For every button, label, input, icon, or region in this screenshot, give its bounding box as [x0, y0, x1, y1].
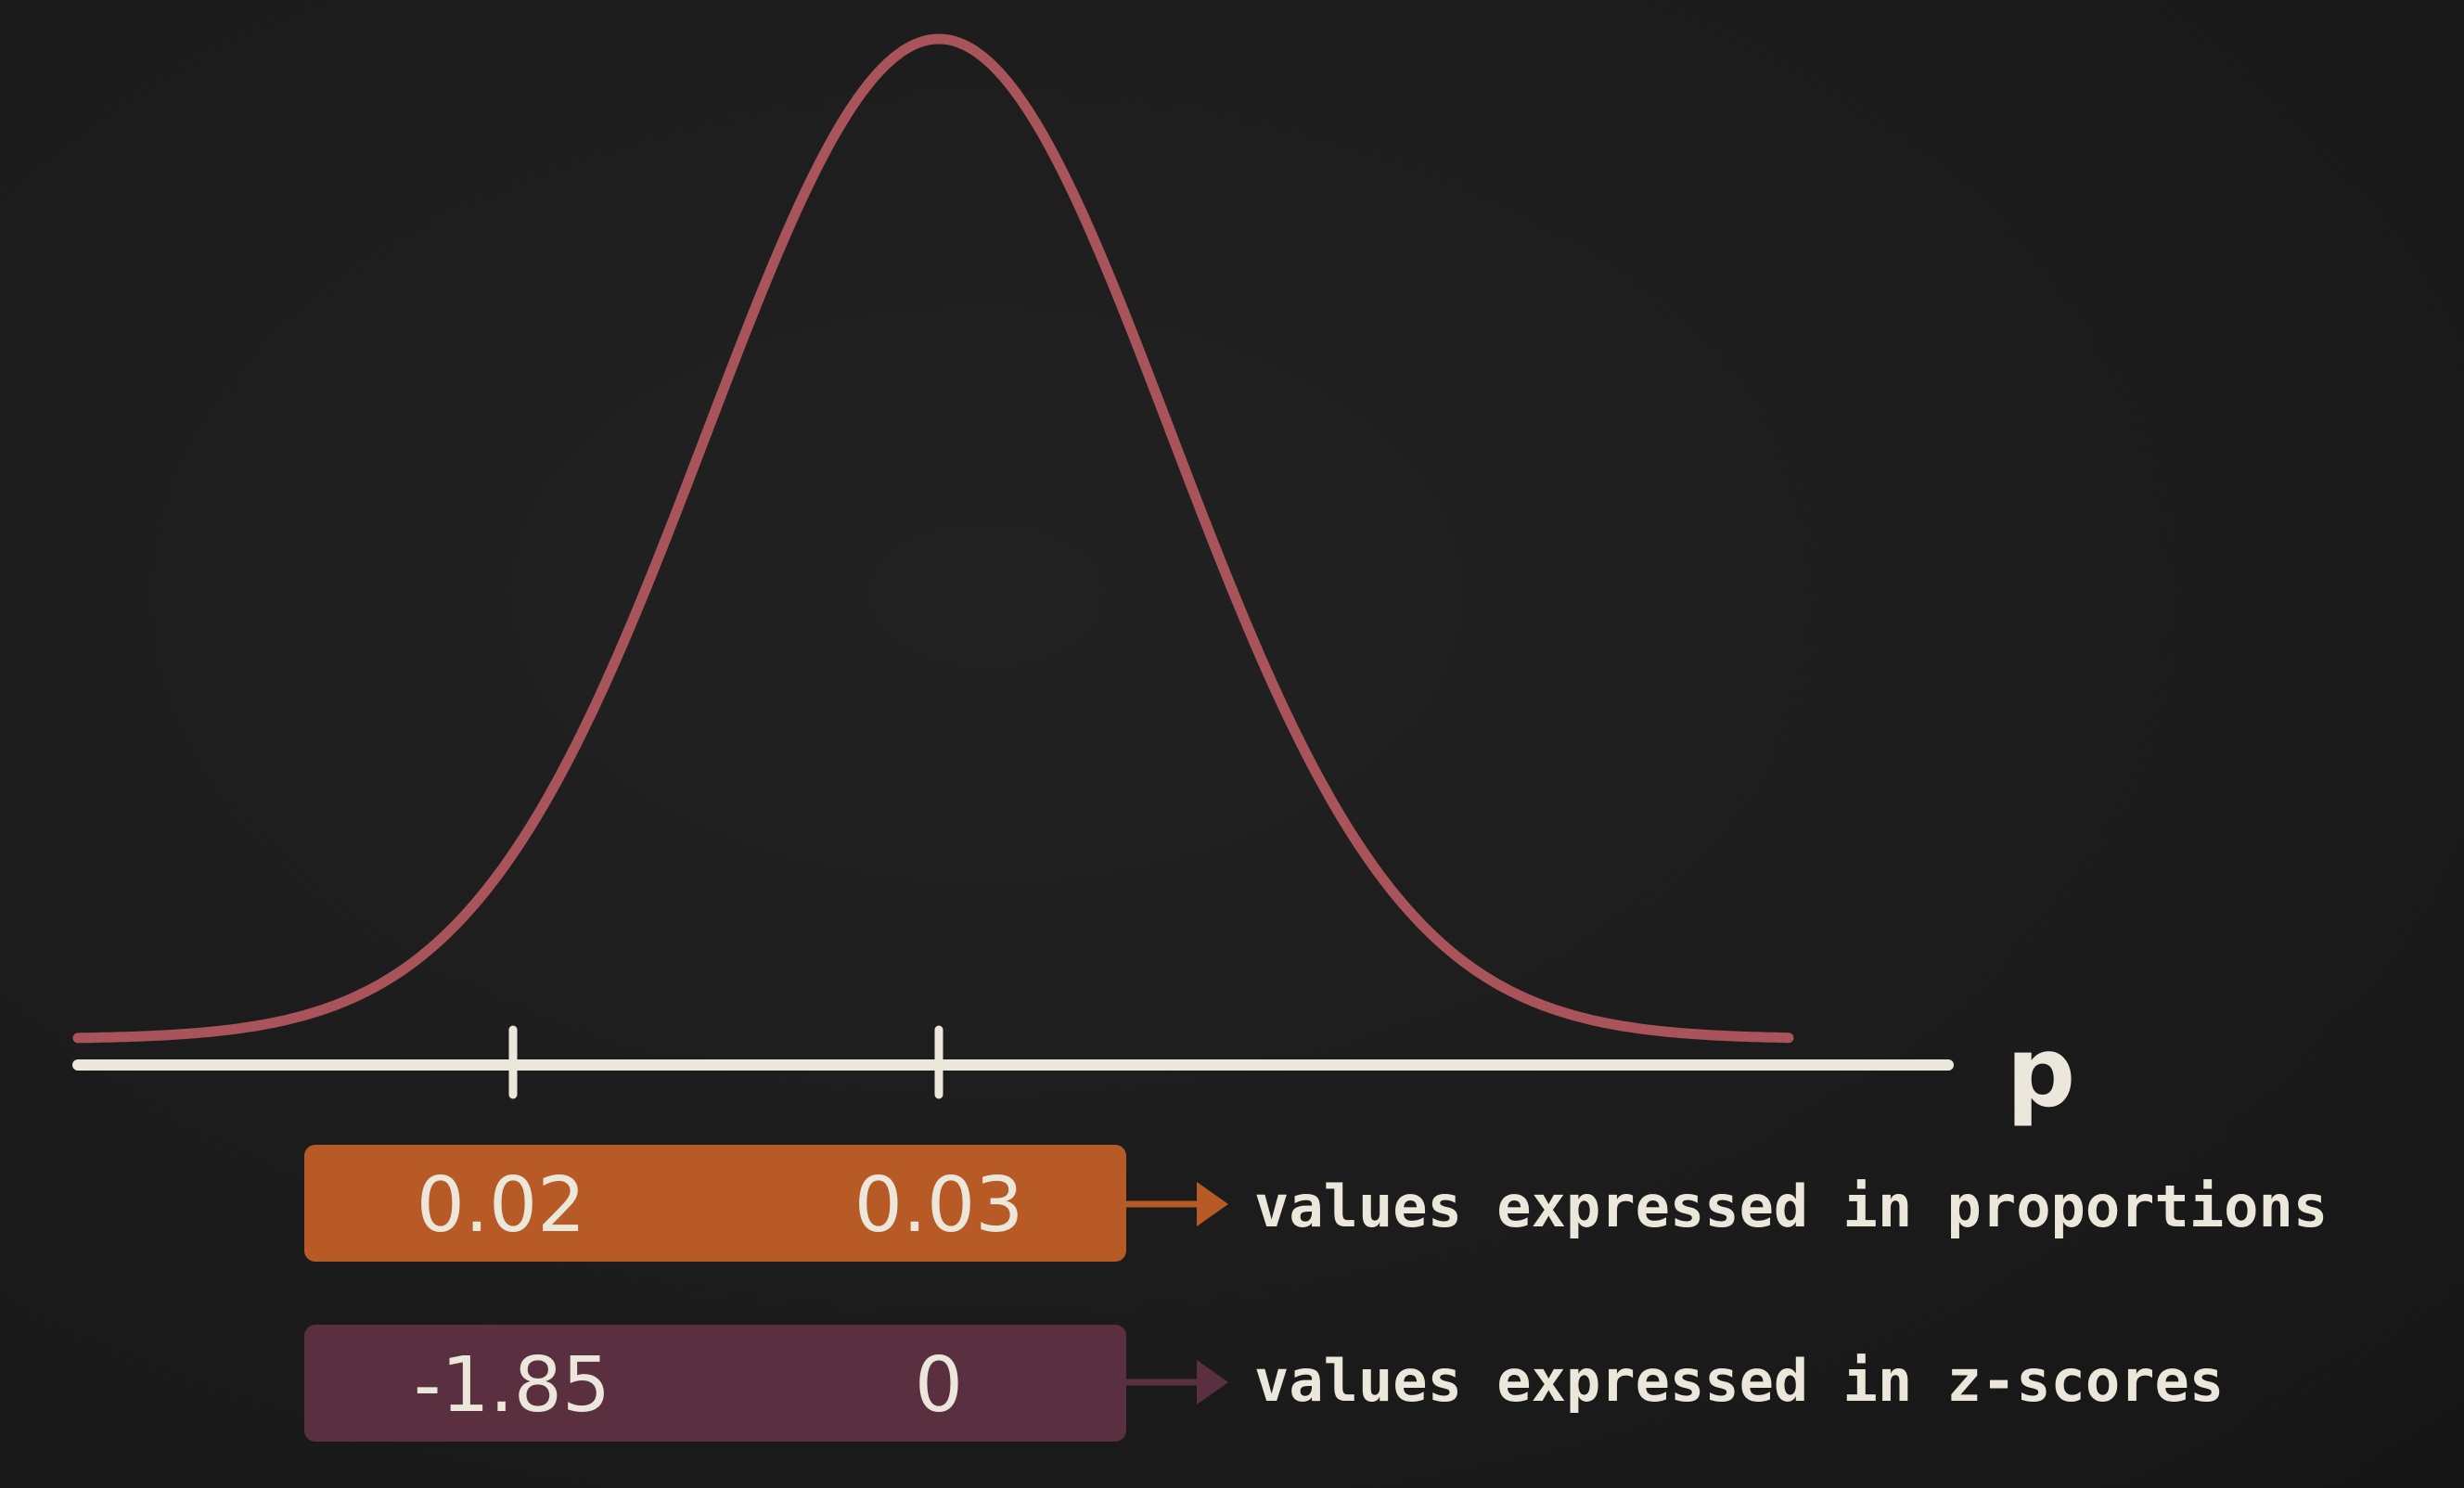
zscore-row: -1.85 0 values expressed in z-scores	[304, 1325, 2224, 1442]
bell-curve	[72, 33, 1794, 1044]
proportion-note: values expressed in proportions	[1254, 1173, 2328, 1240]
zscore-note: values expressed in z-scores	[1254, 1347, 2224, 1415]
zscore-values-box	[304, 1325, 1126, 1442]
zscore-arrow-head	[1197, 1360, 1228, 1405]
zscore-value-left: -1.85	[414, 1341, 610, 1430]
proportion-values-box	[304, 1145, 1126, 1262]
proportion-value-center: 0.03	[854, 1161, 1024, 1250]
proportion-row: 0.02 0.03 values expressed in proportion…	[304, 1145, 2328, 1262]
proportion-arrow-head	[1197, 1182, 1228, 1226]
zscore-value-center: 0	[915, 1341, 963, 1430]
axis-label: p	[2007, 1016, 2075, 1129]
proportion-value-left: 0.02	[417, 1161, 586, 1250]
